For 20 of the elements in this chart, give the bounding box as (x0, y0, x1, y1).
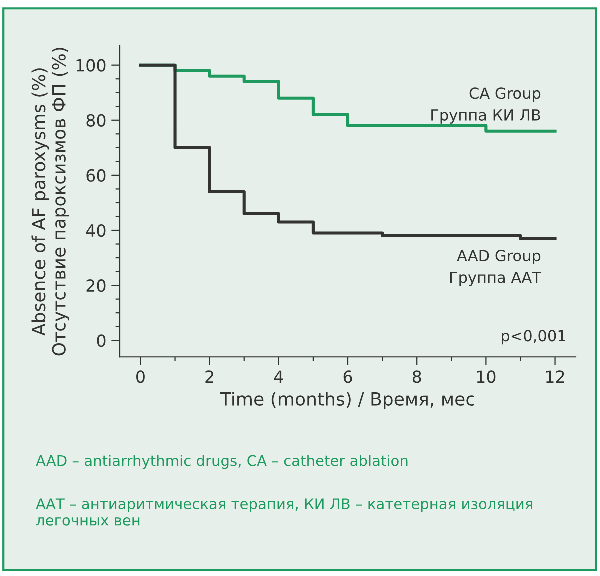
x-tick-label: 6 (344, 370, 352, 384)
series-label: AAD Group Группа ААТ (450, 250, 542, 286)
y-tick-label: 60 (86, 169, 106, 182)
y-tick-label: 20 (86, 280, 106, 292)
x-tick-label: 4 (274, 370, 284, 383)
x-axis-title: Time (months) / Время, мес (220, 392, 474, 410)
text: AAD – antiarrhythmic drugs, CA – catheter ablation (36, 455, 408, 470)
text: ААТ – антиаритмическая терапия, КИ ЛВ – катетерная изоляция легочных вен (36, 498, 532, 526)
y-tick-label: 100 (76, 59, 106, 72)
y-axis-title: Absence of AF paroxysms (%) Отсутствие пароксизмов ФП (%) (32, 48, 70, 356)
x-tick-label: 12 (546, 370, 564, 383)
x-tick-label: 2 (206, 370, 214, 383)
y-tick-label: 80 (86, 114, 106, 127)
series-label: CA Group Группа КИ ЛВ (432, 88, 541, 124)
annotation: p<0,001 (502, 330, 566, 345)
y-tick-label: 0 (97, 334, 106, 348)
x-tick-label: 10 (477, 370, 496, 384)
x-tick-label: 0 (136, 370, 145, 384)
x-tick-label: 8 (412, 370, 422, 384)
y-tick-label: 40 (86, 224, 106, 238)
